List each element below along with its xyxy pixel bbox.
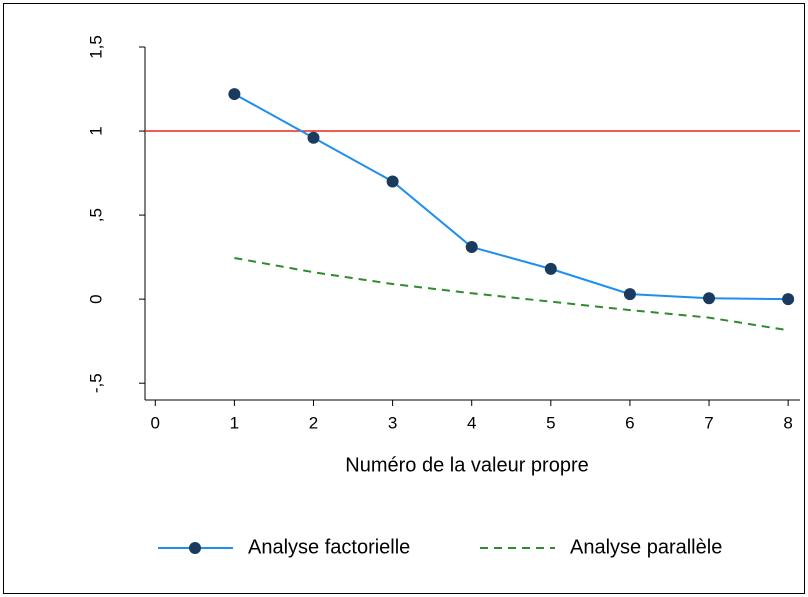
frame (3, 3, 805, 594)
y-tick-label: 1,5 (86, 35, 105, 59)
legend-label: Analyse parallèle (570, 536, 722, 558)
data-point (228, 88, 241, 101)
data-point (465, 241, 478, 254)
x-tick-label: 0 (151, 413, 160, 432)
data-point (623, 288, 636, 301)
y-tick-label: ,5 (86, 208, 105, 222)
y-tick-label: 0 (86, 294, 105, 303)
x-tick-label: 5 (546, 413, 555, 432)
x-tick-label: 2 (309, 413, 318, 432)
x-tick-label: 4 (467, 413, 476, 432)
data-point (544, 262, 557, 275)
x-axis-title: Numéro de la valeur propre (345, 454, 588, 476)
data-point (307, 131, 320, 144)
x-tick-label: 7 (704, 413, 713, 432)
x-tick-label: 3 (388, 413, 397, 432)
y-tick-label: 1 (86, 126, 105, 135)
x-tick-label: 8 (783, 413, 792, 432)
data-point (782, 293, 795, 306)
data-point (386, 175, 399, 188)
series-line (233, 93, 789, 301)
y-tick-label: -,5 (86, 373, 105, 393)
legend-label: Analyse factorielle (248, 536, 410, 558)
series-line (234, 256, 789, 332)
x-tick-label: 1 (230, 413, 239, 432)
data-point (703, 292, 716, 305)
legend-marker (189, 542, 201, 554)
x-tick-label: 6 (625, 413, 634, 432)
